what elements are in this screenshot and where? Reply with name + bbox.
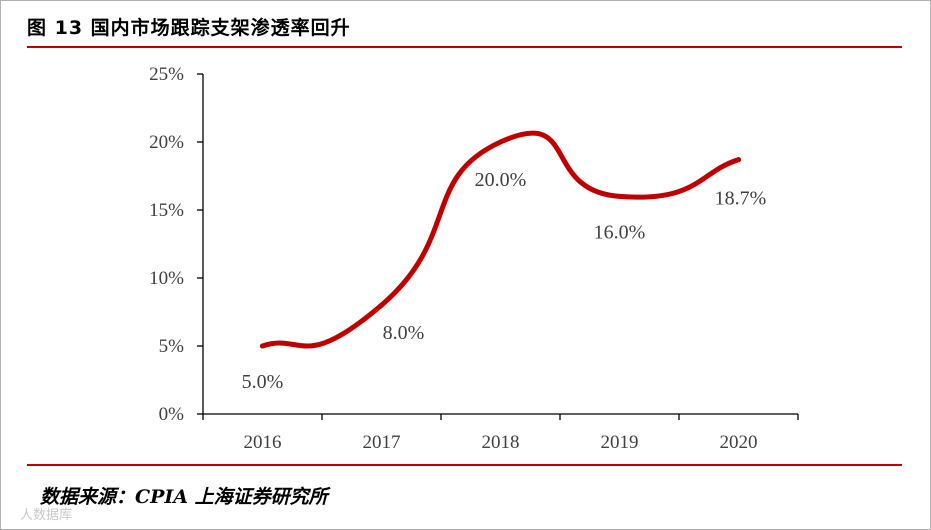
data-label: 5.0% bbox=[242, 371, 284, 393]
x-tick-label: 2018 bbox=[482, 432, 520, 453]
footer-rule bbox=[27, 464, 902, 466]
chart-title: 图 13 国内市场跟踪支架渗透率回升 bbox=[27, 17, 351, 39]
y-tick-label: 25% bbox=[149, 64, 184, 85]
data-label: 8.0% bbox=[383, 322, 425, 344]
data-point bbox=[260, 343, 265, 349]
y-tick-label: 15% bbox=[149, 200, 184, 221]
x-tick-label: 2017 bbox=[363, 432, 401, 453]
series-line bbox=[260, 130, 741, 349]
y-tick-label: 20% bbox=[149, 132, 184, 153]
source-note: 数据来源：CPIA 上海证券研究所 bbox=[40, 486, 328, 508]
data-point bbox=[379, 302, 384, 308]
data-label: 16.0% bbox=[594, 221, 646, 243]
x-tick-label: 2016 bbox=[244, 432, 282, 453]
x-tick-label: 2020 bbox=[720, 432, 758, 453]
title-rule bbox=[27, 46, 902, 48]
data-point bbox=[498, 139, 503, 145]
y-tick-label: 5% bbox=[159, 336, 185, 357]
y-tick-label: 10% bbox=[149, 268, 184, 289]
data-label: 18.7% bbox=[715, 188, 767, 210]
watermark: 人数据库 bbox=[20, 508, 73, 523]
data-label: 20.0% bbox=[475, 169, 527, 191]
y-tick-label: 0% bbox=[159, 404, 185, 425]
data-point bbox=[736, 157, 741, 163]
data-point bbox=[617, 193, 622, 199]
x-tick-label: 2019 bbox=[601, 432, 639, 453]
